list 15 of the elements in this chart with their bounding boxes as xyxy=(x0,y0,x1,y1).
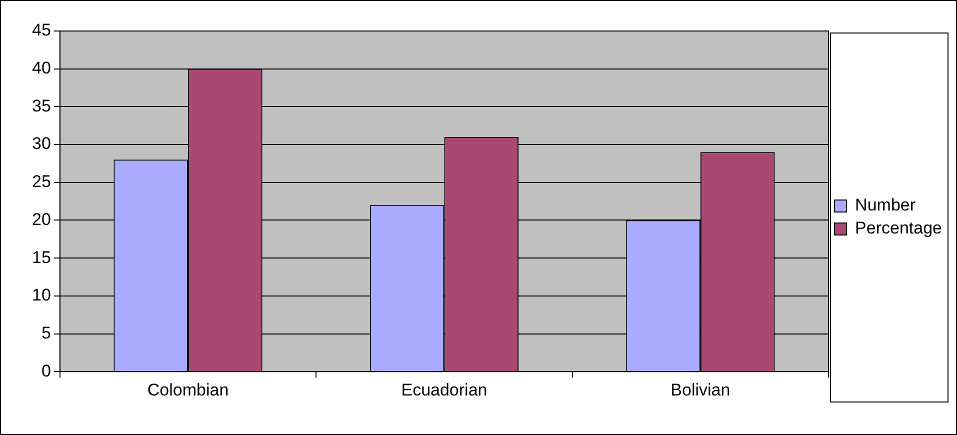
y-tick-label: 20 xyxy=(32,210,51,229)
y-tick-label: 30 xyxy=(32,134,51,154)
y-tick-label: 10 xyxy=(32,286,51,305)
legend-label: Number xyxy=(855,196,916,215)
y-tick-label: 0 xyxy=(41,361,51,380)
y-tick-label: 40 xyxy=(32,58,51,78)
x-tick-label: Colombian xyxy=(147,380,229,400)
y-tick-label: 15 xyxy=(32,248,51,267)
y-tick-label: 35 xyxy=(32,96,51,116)
y-tick-label: 5 xyxy=(41,323,51,342)
y-tick-label: 25 xyxy=(32,172,51,192)
x-tick-label: Bolivian xyxy=(670,380,730,400)
legend-label: Percentage xyxy=(855,218,942,238)
x-tick-label: Ecuadorian xyxy=(401,380,488,400)
y-tick-label: 45 xyxy=(32,20,51,40)
